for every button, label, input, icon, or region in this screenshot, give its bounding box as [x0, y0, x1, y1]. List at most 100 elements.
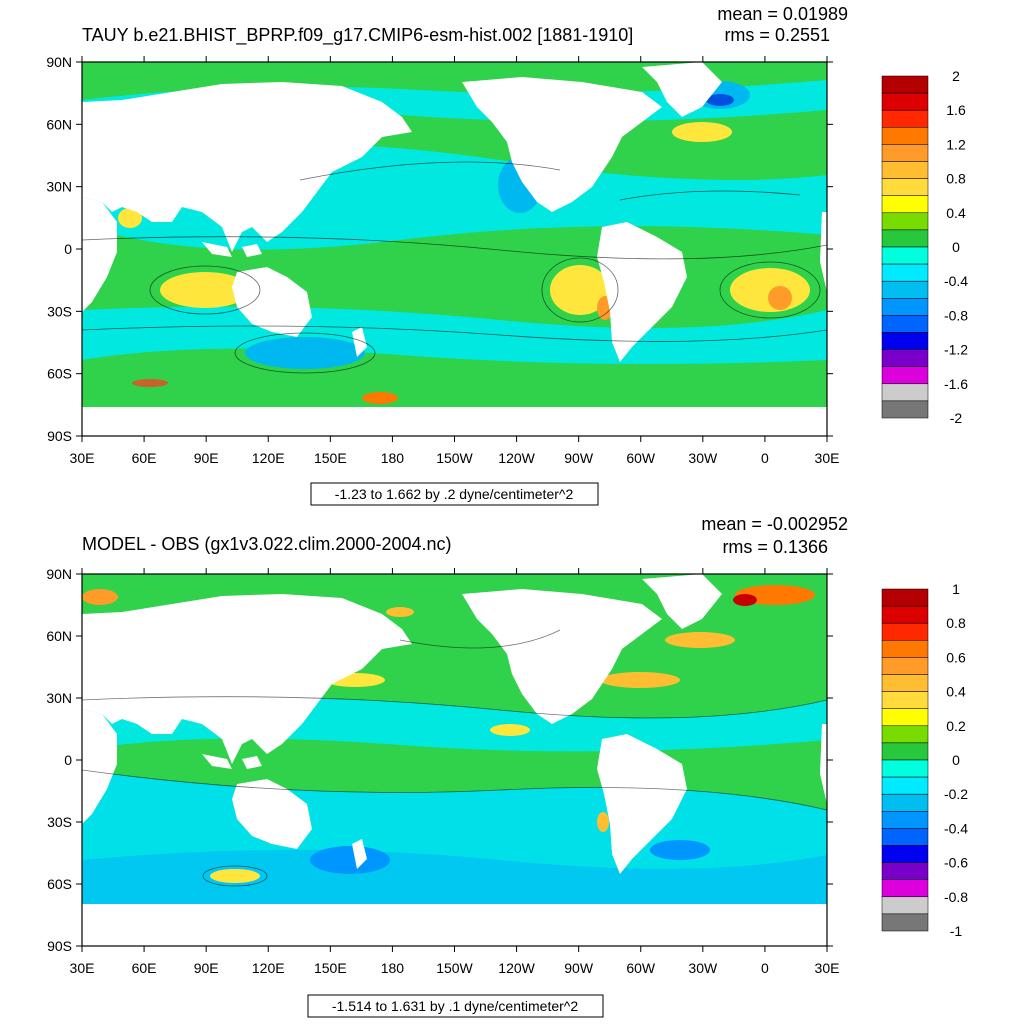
bottom-lon-tick-label: 120W	[498, 960, 535, 976]
top-lon-tick-label: 0	[761, 450, 769, 466]
bottom-lon-tick-label: 60E	[132, 960, 157, 976]
bottom-panel-title: MODEL - OBS (gx1v3.022.clim.2000-2004.nc…	[82, 534, 452, 554]
bottom-lat-tick-label: 60S	[47, 876, 72, 892]
bottom-colorbar-box	[881, 896, 929, 915]
top-lon-tick-label: 30E	[70, 450, 95, 466]
top-colorbar-box	[881, 178, 929, 196]
top-lon-tick-label: 120E	[252, 450, 285, 466]
top-colorbar-label: 0.8	[946, 171, 966, 187]
bottom-lat-tick-label: 90S	[47, 938, 72, 954]
bottom-colorbar-box	[881, 708, 929, 727]
bottom-colorbar-box	[881, 725, 929, 744]
top-colorbar-box	[881, 366, 929, 385]
bottom-lon-tick-label: 0	[761, 960, 769, 976]
top-colorbar-box	[881, 92, 929, 111]
top-colorbar-box	[881, 332, 929, 350]
top-colorbar-label: -2	[950, 410, 963, 426]
top-contour-info: -1.23 to 1.662 by .2 dyne/centimeter^2	[335, 486, 574, 502]
top-colorbar-label: 2	[952, 68, 960, 84]
top-lon-axis: 30E 60E 90E 120E 150E 180 150W 120W 90W 60W 30W 0 30…	[70, 56, 839, 466]
top-lat-tick-label: 30S	[47, 303, 72, 319]
bottom-lon-tick-label: 150E	[314, 960, 347, 976]
bottom-lat-tick-label: 30S	[47, 814, 72, 830]
top-colorbar-box	[881, 144, 929, 162]
top-colorbar-box	[881, 229, 929, 248]
top-colorbar-box	[881, 298, 929, 316]
bottom-colorbar-label: -1	[950, 923, 963, 939]
bottom-colorbar-box	[881, 622, 929, 641]
top-colorbar-box	[881, 280, 929, 299]
top-lon-tick-label: 60W	[626, 450, 656, 466]
top-panel-mean: mean = 0.01989	[717, 4, 848, 24]
top-lon-tick-label: 90E	[194, 450, 219, 466]
bottom-lon-tick-label: 150W	[436, 960, 473, 976]
bottom-colorbar-label: -0.6	[944, 855, 968, 871]
bottom-lon-axis: 30E 60E 90E 120E 150E 180 150W 120W 90W 60W 30W 0 30…	[70, 568, 840, 976]
top-colorbar-box	[881, 195, 929, 214]
bottom-panel: MODEL - OBS (gx1v3.022.clim.2000-2004.nc…	[46, 514, 968, 1018]
bottom-colorbar: 1 0.8 0.6 0.4 0.2 0 -0.2 -0.4 -0.6 -0.8 -1	[881, 581, 968, 939]
bottom-colorbar-box	[881, 605, 929, 624]
bottom-contour-info: -1.514 to 1.631 by .1 dyne/centimeter^2	[332, 998, 578, 1014]
top-colorbar-label: 1.2	[946, 136, 966, 152]
bottom-lat-tick-label: 90N	[46, 566, 72, 582]
bottom-colorbar-box	[881, 879, 929, 898]
top-lat-tick-label: 90N	[46, 54, 72, 70]
top-colorbar-box	[881, 127, 929, 145]
top-colorbar-box	[881, 349, 929, 367]
bottom-colorbar-label: 0	[952, 752, 960, 768]
top-lon-tick-label: 30W	[688, 450, 718, 466]
top-colorbar-label: 1.6	[946, 102, 966, 118]
top-colorbar-box	[881, 263, 929, 282]
top-panel-rms: rms = 0.2551	[724, 25, 830, 45]
top-colorbar-label: 0	[952, 239, 960, 255]
bottom-lon-tick-label: 30W	[688, 960, 718, 976]
bottom-colorbar-box	[881, 913, 929, 932]
top-lon-tick-label: 90W	[564, 450, 594, 466]
top-lon-tick-label: 60E	[132, 450, 157, 466]
top-colorbar-box	[881, 109, 929, 128]
top-colorbar-box	[881, 400, 929, 419]
top-lat-tick-label: 0	[64, 241, 72, 257]
top-lat-tick-label: 90S	[47, 428, 72, 444]
top-colorbar-label: -0.8	[944, 307, 968, 323]
bottom-colorbar-box	[881, 862, 929, 880]
bottom-colorbar-box	[881, 828, 929, 846]
bottom-lat-tick-label: 60N	[46, 628, 72, 644]
bottom-colorbar-box	[881, 845, 929, 863]
bottom-colorbar-label: -0.8	[944, 889, 968, 905]
bottom-lon-tick-label: 90W	[564, 960, 594, 976]
top-colorbar-box	[881, 212, 929, 231]
top-colorbar-box	[881, 75, 929, 94]
bottom-lon-tick-label: 30E	[70, 960, 95, 976]
bottom-lat-tick-label: 0	[64, 752, 72, 768]
bottom-lat-axis: 90N 60N 30N 0 30S 60S 90S	[46, 566, 833, 954]
top-lon-tick-label: 180	[381, 450, 405, 466]
top-colorbar-box	[881, 161, 929, 179]
bottom-colorbar-label: 0.4	[946, 684, 966, 700]
top-colorbar-label: -1.6	[944, 376, 968, 392]
top-colorbar-box	[881, 246, 929, 265]
top-contour-info-box	[310, 482, 599, 506]
bottom-colorbar-label: 0.6	[946, 649, 966, 665]
bottom-lon-tick-label: 90E	[194, 960, 219, 976]
bottom-colorbar-box	[881, 776, 929, 795]
top-lon-tick-label: 150E	[314, 450, 347, 466]
bottom-colorbar-label: 1	[952, 581, 960, 597]
bottom-panel-rms: rms = 0.1366	[722, 537, 828, 557]
bottom-colorbar-label: -0.4	[944, 820, 968, 836]
top-map	[82, 62, 827, 436]
bottom-colorbar-box	[881, 657, 929, 675]
top-colorbar-label: 0.4	[946, 205, 966, 221]
bottom-contour-info-box	[307, 994, 604, 1018]
top-lat-tick-label: 60S	[47, 366, 72, 382]
bottom-lon-tick-label: 60W	[626, 960, 656, 976]
top-lat-tick-label: 30N	[46, 179, 72, 195]
bottom-colorbar-label: -0.2	[944, 786, 968, 802]
bottom-lon-tick-label: 30E	[815, 960, 840, 976]
top-lat-tick-label: 60N	[46, 116, 72, 132]
top-colorbar-label: -0.4	[944, 273, 968, 289]
bottom-colorbar-box	[881, 640, 929, 658]
top-colorbar-box	[881, 383, 929, 402]
